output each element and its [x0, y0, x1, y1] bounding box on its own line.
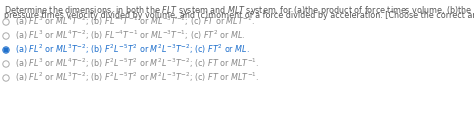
Circle shape — [3, 19, 9, 25]
Text: pressure times velocity divided by volume, and (c)moment of a force divided by a: pressure times velocity divided by volum… — [4, 11, 474, 20]
Circle shape — [3, 75, 9, 81]
Text: (a) $FL^2$ or $ML^3T^{-2}$; (b) $F^2L^{-5}T^2$ or $M^2L^{-3}T^{-2}$; (c) $FT$ or: (a) $FL^2$ or $ML^3T^{-2}$; (b) $F^2L^{-… — [15, 71, 259, 84]
Text: (a) $FL^2$ or $ML^3T^{-2}$; (b) $F^2L^{-5}T^2$ or $M^2L^{-3}T^{-2}$; (c) $FT^2$ : (a) $FL^2$ or $ML^3T^{-2}$; (b) $F^2L^{-… — [15, 43, 250, 56]
Circle shape — [3, 61, 9, 67]
Circle shape — [3, 47, 9, 53]
Text: (a) $FL^3$ or $ML^4T^{-2}$; (b) $FL^{-4}T^{-1}$ or $ML^{-3}T^{-1}$; (c) $FT$ or : (a) $FL^3$ or $ML^4T^{-2}$; (b) $FL^{-4}… — [15, 15, 255, 28]
Text: (a) $FL^3$ or $ML^4T^{-2}$; (b) $FL^{-4}T^{-1}$ or $ML^{-3}T^{-1}$; (c) $FT^2$ o: (a) $FL^3$ or $ML^4T^{-2}$; (b) $FL^{-4}… — [15, 29, 246, 42]
Circle shape — [4, 48, 8, 52]
Text: Determine the dimensions, in both the $\mathit{FLT}$ system and $\mathit{MLT}$ s: Determine the dimensions, in both the $\… — [4, 4, 474, 17]
Text: (a) $FL^3$ or $ML^4T^{-2}$; (b) $F^2L^{-5}T^2$ or $M^2L^{-3}T^{-2}$; (c) $FT$ or: (a) $FL^3$ or $ML^4T^{-2}$; (b) $F^2L^{-… — [15, 57, 259, 70]
Circle shape — [3, 33, 9, 39]
